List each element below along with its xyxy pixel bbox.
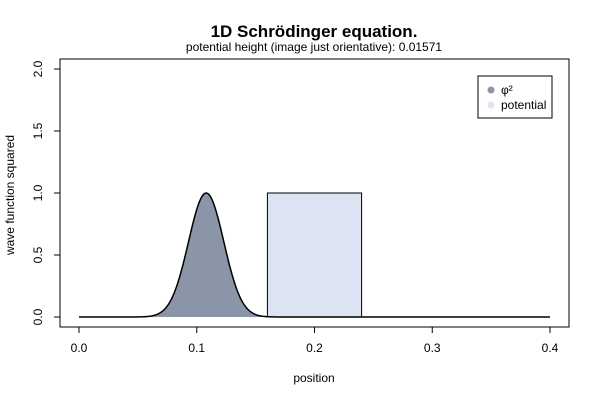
x-tick-label: 0.3 (424, 341, 441, 355)
legend-label-wave: φ² (501, 83, 513, 97)
y-tick-label: 1.5 (31, 122, 45, 139)
plot-area (59, 58, 570, 328)
legend: φ² potential (477, 75, 553, 119)
chart-subtitle: potential height (image just orientative… (186, 40, 442, 54)
x-axis-label: position (293, 371, 334, 385)
y-tick-label: 1.0 (31, 184, 45, 201)
x-tick-label: 0.4 (542, 341, 559, 355)
legend-swatch-potential (487, 101, 495, 109)
y-axis: 0.0 0.5 1.0 1.5 2.0 (31, 60, 61, 325)
potential-barrier (266, 192, 363, 318)
x-axis: 0.0 0.1 0.2 0.3 0.4 (71, 326, 559, 355)
y-tick-label: 0.0 (31, 308, 45, 325)
y-tick-label: 2.0 (31, 60, 45, 77)
wave-function-line (79, 192, 550, 318)
y-tick-label: 0.5 (31, 246, 45, 263)
x-tick-label: 0.2 (306, 341, 323, 355)
x-tick-label: 0.0 (71, 341, 88, 355)
chart-title: 1D Schrödinger equation. (211, 22, 418, 41)
x-tick-label: 0.1 (188, 341, 205, 355)
wave-function-area (79, 193, 550, 317)
legend-swatch-wave (487, 86, 495, 94)
legend-box (477, 75, 553, 119)
legend-label-potential: potential (501, 98, 546, 112)
y-axis-label: wave function squared (3, 135, 17, 256)
